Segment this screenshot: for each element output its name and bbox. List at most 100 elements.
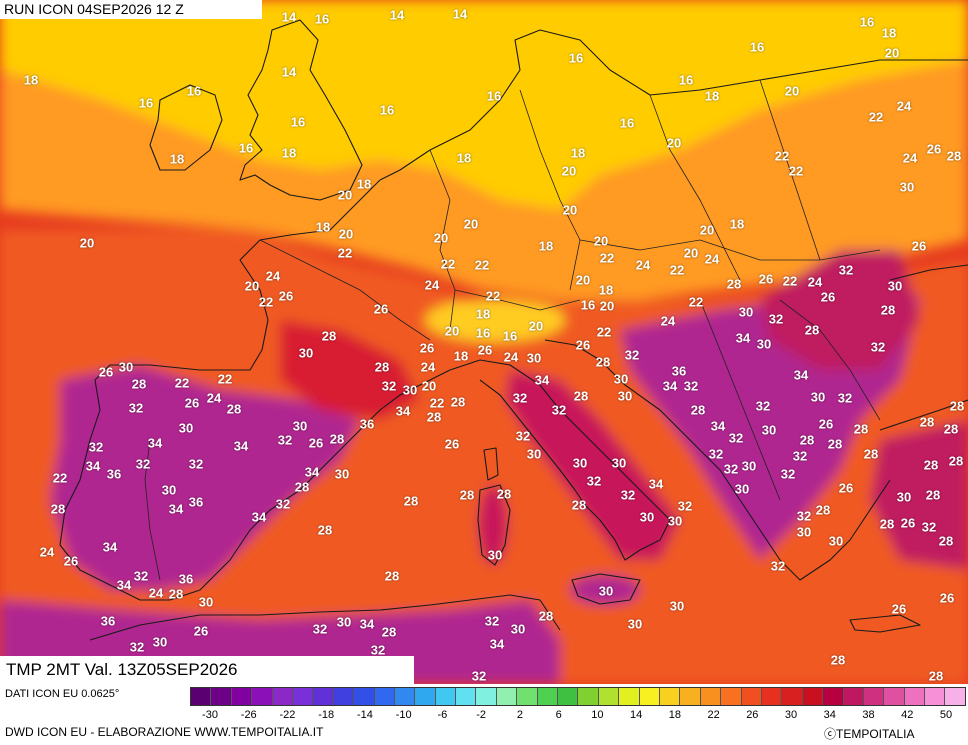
border-5 [579,239,881,261]
temperature-label: 18 [729,216,745,232]
temperature-label: 16 [475,325,491,341]
scale-swatch [598,688,620,705]
temperature-label: 28 [946,148,962,164]
temperature-label: 28 [943,421,959,437]
temperature-label: 26 [308,435,324,451]
temperature-label: 26 [818,416,834,432]
temperature-label: 34 [662,378,678,394]
temperature-label: 28 [321,328,337,344]
temperature-label: 30 [510,621,526,637]
temperature-label: 26 [820,289,836,305]
temperature-label: 28 [571,497,587,513]
temperature-label: 26 [278,288,294,304]
temperature-label: 28 [226,401,242,417]
temperature-label: 30 [118,359,134,375]
temperature-label: 20 [599,298,615,314]
temperature-label: 16 [290,114,306,130]
scale-swatch [231,688,253,705]
temperature-label: 28 [925,487,941,503]
temperature-label: 28 [804,322,820,338]
scale-swatch [415,688,436,705]
temperature-label: 18 [881,25,897,41]
border-1 [429,149,456,331]
temperature-label: 36 [188,494,204,510]
temperature-label: 32 [551,402,567,418]
temperature-label: 32 [796,508,812,524]
scale-tick-label: -10 [395,709,412,721]
temperature-label: 22 [782,273,798,289]
scale-tick-label: -18 [318,709,335,721]
temperature-label: 30 [152,634,168,650]
temperature-label: 34 [793,367,809,383]
temperature-label: 30 [899,179,915,195]
scale-swatch [313,688,334,705]
scale-swatch [578,688,599,705]
scale-swatch [354,688,375,705]
border-6 [454,289,581,311]
temperature-label: 32 [683,378,699,394]
temperature-label: 32 [133,568,149,584]
coast-sardinia [477,484,511,566]
run-info: RUN ICON 04SEP2026 12 Z [0,0,262,19]
scale-swatch [394,688,416,705]
scale-swatch [639,688,660,705]
temperature-label: 28 [853,421,869,437]
temperature-label: 32 [586,473,602,489]
temperature-label: 26 [838,480,854,496]
scale-tick-label: -30 [202,709,218,721]
temperature-label: 32 [275,496,291,512]
temperature-label: 28 [384,568,400,584]
temperature-label: 26 [477,342,493,358]
temperature-label: 16 [859,14,875,30]
border-9 [144,439,161,581]
temperature-label: 16 [580,297,596,313]
temperature-label: 30 [298,345,314,361]
temperature-label: 26 [444,436,460,452]
temperature-label: 24 [148,585,164,601]
scale-swatch [272,688,293,705]
temperature-label: 24 [420,359,436,375]
coast-great-britain [239,19,363,201]
border-2 [519,89,581,291]
temperature-label: 28 [538,608,554,624]
temperature-label: 34 [251,509,267,525]
temperature-label: 30 [756,336,772,352]
temperature-label: 22 [485,288,501,304]
border-4 [759,79,821,261]
temperature-label: 20 [884,45,900,61]
temperature-label: 30 [667,513,683,529]
temperature-label: 32 [870,339,886,355]
temperature-label: 32 [624,347,640,363]
temperature-label: 34 [648,476,664,492]
scale-swatch [700,688,722,705]
temperature-label: 22 [429,395,445,411]
temperature-label: 30 [639,509,655,525]
temperature-label: 20 [444,323,460,339]
temperature-label: 32 [770,558,786,574]
border-7 [699,299,781,501]
temperature-label: 28 [403,493,419,509]
temperature-label: 28 [690,402,706,418]
temperature-label: 24 [902,150,918,166]
temperature-label: 34 [395,403,411,419]
temperature-label: 18 [169,151,185,167]
temperature-label: 34 [489,636,505,652]
temperature-label: 26 [758,271,774,287]
temperature-label: 22 [258,294,274,310]
scale-swatch [721,688,742,705]
temperature-label: 30 [810,389,826,405]
temperature-label: 22 [440,256,456,272]
temperature-label: 22 [669,262,685,278]
temperature-label: 30 [828,533,844,549]
scale-tick-label: 34 [823,709,836,721]
temperature-label: 32 [515,428,531,444]
temperature-label: 20 [421,378,437,394]
border-10 [259,239,431,341]
temperature-label: 30 [613,371,629,387]
temperature-label: 30 [896,489,912,505]
temperature-label: 18 [538,238,554,254]
temperature-label: 36 [106,466,122,482]
temperature-label: 26 [193,623,209,639]
scale-swatch [904,688,926,705]
scale-tick-label: -2 [476,709,487,721]
